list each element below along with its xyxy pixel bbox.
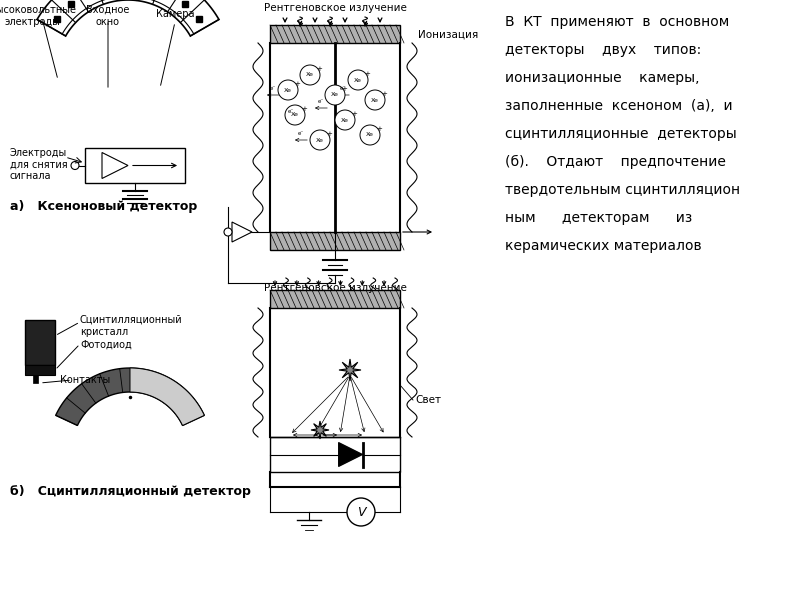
Text: Рентгеновское излучение: Рентгеновское излучение — [263, 3, 406, 13]
Circle shape — [348, 70, 368, 90]
Text: +: + — [376, 126, 382, 132]
Bar — [25, 365, 55, 375]
Text: сцинтилляционные  детекторы: сцинтилляционные детекторы — [505, 127, 737, 141]
Circle shape — [278, 80, 298, 100]
Text: Xe: Xe — [366, 133, 374, 137]
Text: e⁻: e⁻ — [298, 131, 304, 136]
Bar — [85, 148, 185, 183]
Polygon shape — [37, 0, 219, 36]
Text: Сцинтилляционный
кристалл: Сцинтилляционный кристалл — [80, 315, 182, 337]
Text: Xe: Xe — [284, 88, 292, 92]
Bar — [270, 232, 400, 250]
Text: ионизационные    камеры,: ионизационные камеры, — [505, 71, 699, 85]
Text: +: + — [364, 71, 370, 77]
Text: e⁻: e⁻ — [288, 109, 294, 114]
Circle shape — [224, 228, 232, 236]
Text: Фотодиод: Фотодиод — [80, 340, 132, 350]
Text: Xe: Xe — [341, 118, 349, 122]
Text: б)   Сцинтилляционный детектор: б) Сцинтилляционный детектор — [10, 485, 251, 498]
Circle shape — [285, 105, 305, 125]
Circle shape — [310, 130, 330, 150]
Text: а)   Ксеноновый детектор: а) Ксеноновый детектор — [10, 200, 198, 213]
Text: +: + — [381, 91, 387, 97]
Text: твердотельным сцинтилляцион: твердотельным сцинтилляцион — [505, 183, 740, 197]
Bar — [33, 375, 38, 383]
Text: В  КТ  применяют  в  основном: В КТ применяют в основном — [505, 15, 730, 29]
Circle shape — [365, 90, 385, 110]
Text: e⁻: e⁻ — [318, 99, 324, 104]
Circle shape — [300, 65, 320, 85]
Polygon shape — [56, 368, 204, 425]
Text: Xe: Xe — [354, 77, 362, 82]
Text: Xe: Xe — [291, 113, 299, 118]
Polygon shape — [339, 359, 361, 381]
Polygon shape — [130, 368, 204, 425]
Polygon shape — [102, 152, 128, 179]
Polygon shape — [232, 222, 252, 242]
Text: Xe: Xe — [331, 92, 339, 97]
Text: e⁻: e⁻ — [270, 86, 276, 91]
Bar — [25, 320, 55, 365]
Text: керамических материалов: керамических материалов — [505, 239, 702, 253]
Circle shape — [360, 125, 380, 145]
Text: Xe: Xe — [306, 73, 314, 77]
Circle shape — [335, 110, 355, 130]
Bar — [270, 25, 400, 43]
Text: Высоковольтные
электроды: Высоковольтные электроды — [0, 5, 75, 26]
Text: V: V — [357, 505, 366, 518]
Text: (б).    Отдают    предпочтение: (б). Отдают предпочтение — [505, 155, 726, 169]
Text: +: + — [351, 111, 357, 117]
Circle shape — [325, 85, 345, 105]
Text: Электроды
для снятия
сигнала: Электроды для снятия сигнала — [10, 148, 68, 181]
Text: Контакты: Контакты — [60, 375, 110, 385]
Text: Входное
окно: Входное окно — [86, 5, 130, 26]
Text: e⁻: e⁻ — [340, 86, 346, 91]
Text: Свет: Свет — [415, 395, 441, 405]
Circle shape — [71, 161, 79, 169]
Circle shape — [347, 498, 375, 526]
Polygon shape — [338, 443, 362, 467]
Text: +: + — [316, 66, 322, 72]
Text: Ионизация: Ионизация — [418, 30, 478, 40]
Text: Рентгеновское излучение: Рентгеновское излучение — [263, 283, 406, 293]
Text: Камера: Камера — [156, 9, 194, 19]
Text: +: + — [326, 131, 332, 137]
Text: Xe: Xe — [371, 97, 379, 103]
Text: детекторы    двух    типов:: детекторы двух типов: — [505, 43, 702, 57]
Bar — [270, 290, 400, 308]
Text: ным      детекторам      из: ным детекторам из — [505, 211, 692, 225]
Bar — [270, 437, 400, 472]
Text: +: + — [341, 86, 347, 92]
Text: +: + — [294, 81, 300, 87]
Text: заполненные  ксеноном  (а),  и: заполненные ксеноном (а), и — [505, 99, 733, 113]
Polygon shape — [311, 421, 329, 439]
Text: Xe: Xe — [316, 137, 324, 142]
Text: +: + — [301, 106, 307, 112]
